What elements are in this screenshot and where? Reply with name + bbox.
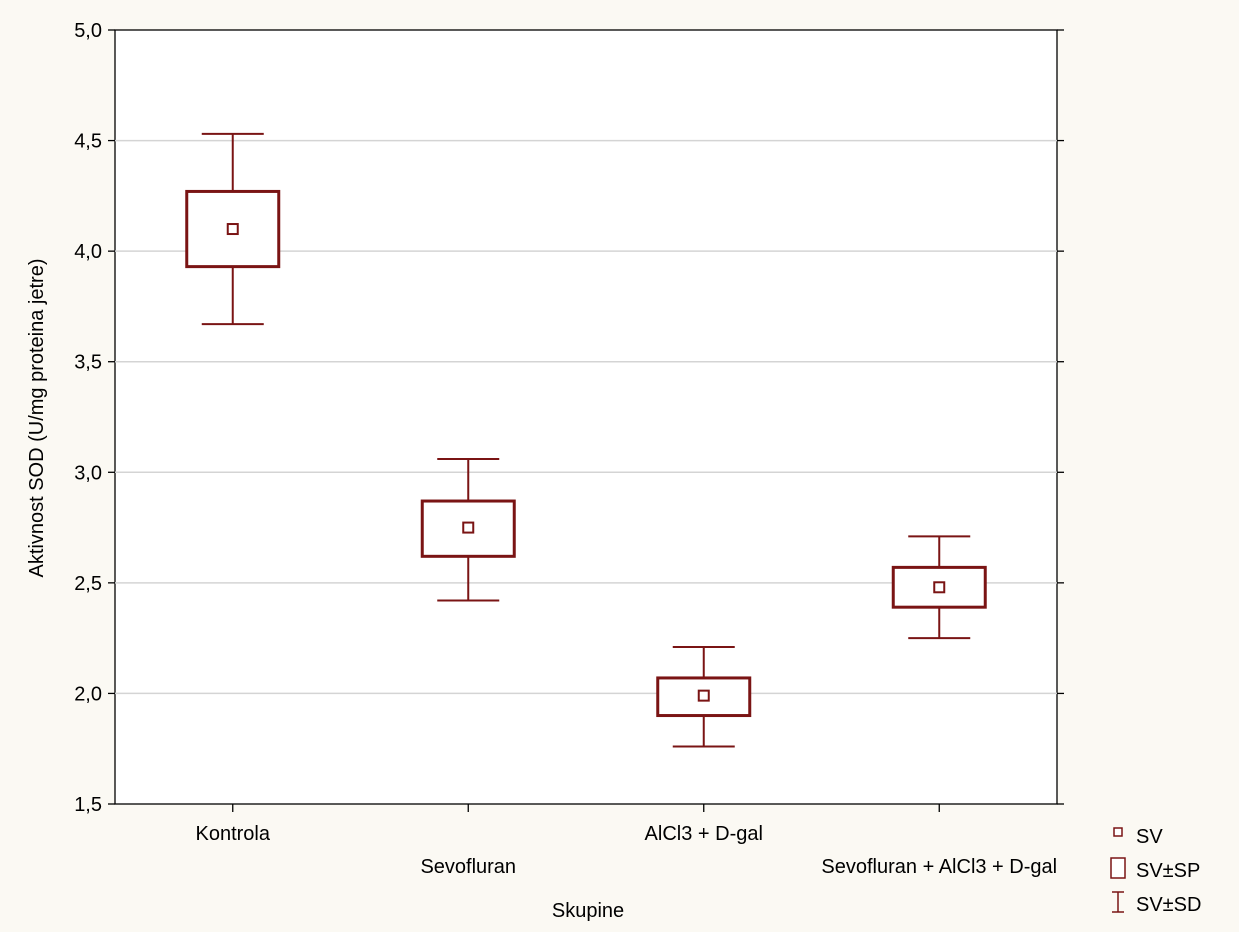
mean-marker (226, 223, 239, 236)
y-axis: 1,5 2,0 2,5 3,0 3,5 4,0 4,5 5,0 (74, 20, 1064, 816)
box-plot-marks (185, 132, 987, 748)
legend-box-icon (1110, 857, 1126, 879)
mean-marker (933, 581, 946, 594)
y-tick-label: 1,5 (74, 794, 102, 816)
x-axis: Kontrola Sevofluran AlCl3 + D-gal Sevoflura… (196, 804, 1057, 878)
y-axis-title: Aktivnost SOD (U/mg proteina jetre) (26, 259, 48, 578)
x-tick-label: Sevofluran (420, 856, 516, 878)
y-tick-label: 2,5 (74, 573, 102, 595)
plot-background (115, 30, 1057, 804)
legend-whisker-icon (1112, 891, 1124, 913)
legend-label: SV (1136, 826, 1163, 848)
x-tick-label: AlCl3 + D-gal (645, 823, 763, 845)
plot-frame (114, 29, 1058, 805)
x-tick-label: Kontrola (196, 823, 271, 845)
y-tick-label: 3,5 (74, 352, 102, 374)
legend-mean-marker-icon (1113, 827, 1123, 837)
y-tick-label: 2,0 (74, 683, 102, 705)
x-axis-title: Skupine (552, 900, 624, 922)
category-group (185, 132, 281, 326)
legend-label: SV±SP (1136, 860, 1200, 882)
category-group (420, 458, 516, 602)
legend: SV SV±SP SV±SD (1110, 826, 1201, 916)
mean-marker (697, 689, 710, 702)
y-tick-label: 4,5 (74, 131, 102, 153)
plot-area (114, 29, 1058, 805)
y-tick-label: 5,0 (74, 20, 102, 42)
category-group (891, 535, 987, 640)
legend-label: SV±SD (1136, 894, 1201, 916)
category-group (656, 645, 752, 748)
mean-marker (462, 521, 475, 534)
y-tick-label: 4,0 (74, 241, 102, 263)
y-tick-label: 3,0 (74, 462, 102, 484)
x-tick-label: Sevofluran + AlCl3 + D-gal (821, 856, 1057, 878)
